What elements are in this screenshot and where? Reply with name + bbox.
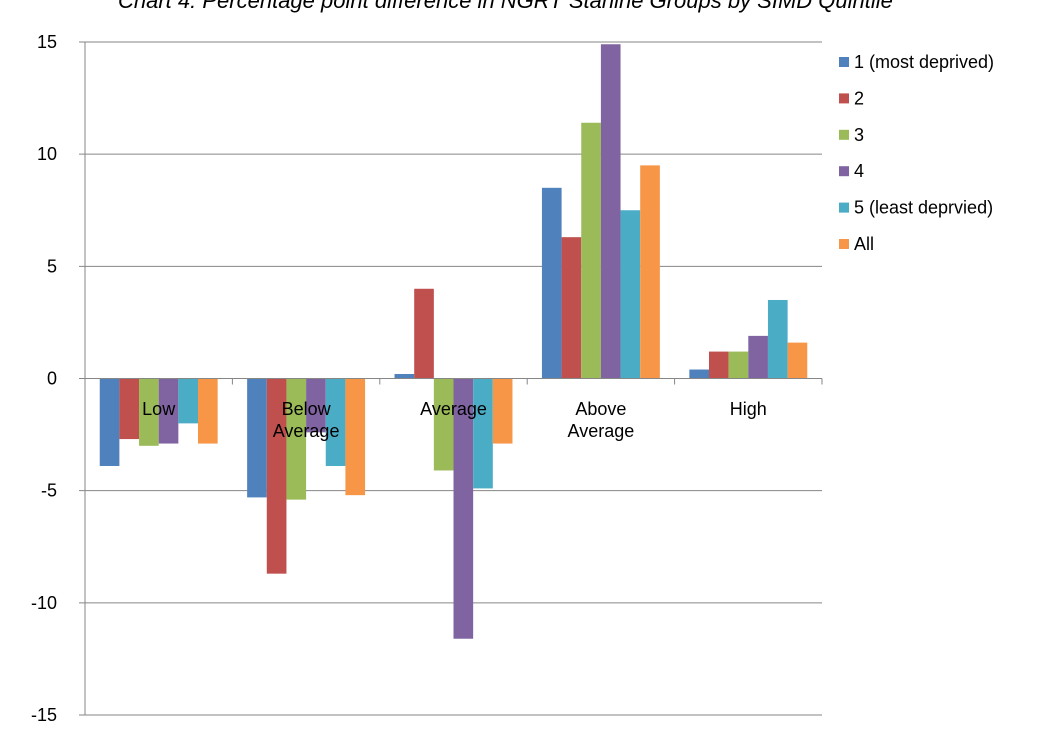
bar <box>561 237 582 379</box>
y-tick-label: -10 <box>31 593 57 613</box>
x-tick-label: Above Average <box>567 398 635 441</box>
legend-swatch <box>839 93 849 104</box>
bar <box>394 374 415 379</box>
legend-swatch <box>839 57 849 67</box>
bar <box>767 299 788 379</box>
legend-label: 1 (most deprived) <box>854 52 994 72</box>
legend-label: All <box>854 234 874 254</box>
bar <box>453 378 474 639</box>
y-tick-label: 15 <box>37 32 57 52</box>
x-tick-label-box: High <box>729 398 767 419</box>
legend-swatch <box>839 129 849 140</box>
legend-label: 4 <box>854 161 864 181</box>
bar <box>748 335 768 379</box>
legend-swatch <box>839 166 849 177</box>
x-tick-label-box: Average <box>420 398 487 419</box>
bar <box>640 165 660 379</box>
bar <box>325 378 346 466</box>
bar <box>620 210 641 379</box>
x-tick-label-box: Low <box>142 398 176 419</box>
bar <box>473 378 493 489</box>
bar <box>787 342 808 379</box>
bar <box>178 378 199 424</box>
bar <box>286 378 307 500</box>
bar <box>492 378 513 444</box>
bar <box>581 122 601 379</box>
bar <box>345 378 366 496</box>
y-tick-label: 5 <box>47 256 57 276</box>
y-tick-label: 10 <box>37 144 57 164</box>
legend-swatch <box>839 202 849 213</box>
legend-label: 2 <box>854 88 864 108</box>
bar <box>600 44 621 379</box>
bar <box>139 378 159 446</box>
y-tick-label: 0 <box>47 369 57 389</box>
bar <box>728 351 749 379</box>
bar <box>247 378 267 498</box>
bar <box>433 378 454 471</box>
x-tick-label: Average <box>420 398 487 419</box>
bar <box>158 378 179 444</box>
bar <box>266 378 287 574</box>
legend-label: 5 (least deprvied) <box>854 198 993 218</box>
x-tick-label: Below Average <box>272 398 340 441</box>
x-tick-label-box: Above Average <box>567 398 635 441</box>
bar <box>414 288 434 379</box>
x-tick-label-box: Below Average <box>272 398 340 441</box>
y-tick-label: -5 <box>41 481 57 501</box>
x-tick-label: High <box>729 398 767 419</box>
bar <box>306 378 326 433</box>
bar <box>99 378 120 466</box>
legend-swatch <box>839 239 849 249</box>
y-tick-label: -15 <box>31 705 57 725</box>
x-tick-label: Low <box>142 398 176 419</box>
legend-label: 3 <box>854 125 864 145</box>
chart-title: Chart 4: Percentage point difference in … <box>118 0 893 13</box>
bar <box>198 378 218 444</box>
bar <box>689 369 709 379</box>
bar <box>708 351 729 379</box>
bar <box>541 187 562 379</box>
bar <box>119 378 140 440</box>
